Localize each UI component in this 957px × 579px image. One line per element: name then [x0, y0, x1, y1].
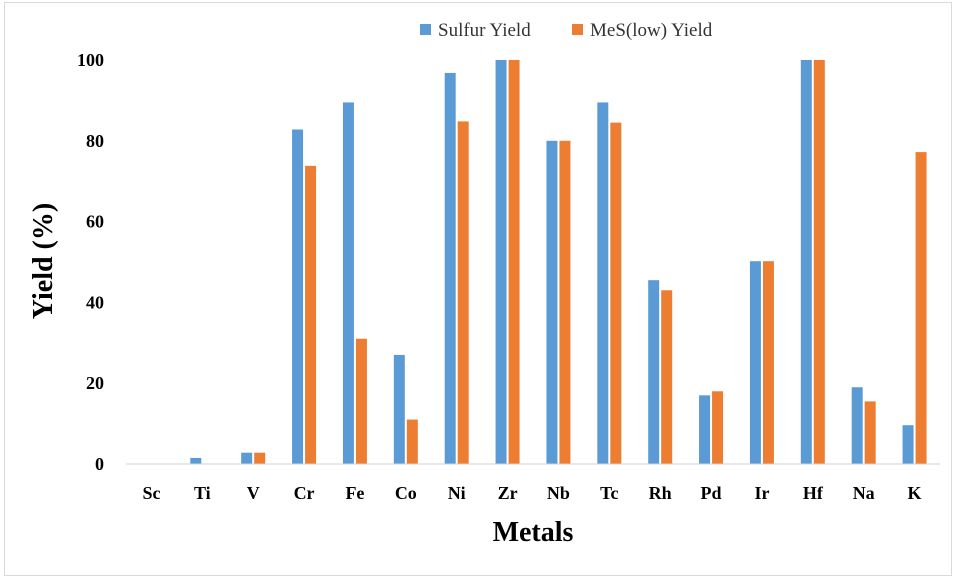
bar-sulfur-zr	[495, 60, 507, 464]
bar-sulfur-na	[851, 387, 863, 464]
y-axis-ticks: 0 20 40 60 80 100	[77, 50, 104, 474]
legend-swatch-mes	[572, 24, 583, 35]
bar-mes-ir	[762, 261, 774, 464]
bar-sulfur-hf	[800, 60, 812, 464]
y-axis-title: Yield (%)	[28, 203, 59, 319]
x-tick-label: Zr	[498, 483, 518, 503]
y-tick-label: 20	[86, 373, 104, 393]
x-tick-label: Nb	[547, 483, 570, 503]
bar-sulfur-nb	[546, 140, 558, 465]
bar-sulfur-cr	[292, 129, 304, 464]
bar-sulfur-ni	[444, 72, 456, 464]
x-tick-label: V	[247, 483, 260, 503]
x-tick-label: Rh	[649, 483, 672, 503]
y-tick-label: 100	[77, 50, 104, 70]
x-tick-label: Ti	[194, 483, 211, 503]
x-axis-title: Metals	[493, 517, 574, 548]
bar-mes-na	[864, 401, 876, 464]
bar-mes-pd	[712, 391, 724, 464]
bar-mes-rh	[661, 290, 673, 464]
legend: Sulfur Yield MeS(low) Yield	[420, 20, 713, 41]
legend-label-mes: MeS(low) Yield	[590, 20, 713, 41]
x-tick-label: Fe	[345, 483, 364, 503]
y-tick-label: 40	[86, 292, 104, 312]
bar-mes-cr	[305, 165, 317, 464]
bar-mes-v	[254, 452, 266, 464]
bar-mes-zr	[508, 60, 520, 464]
bar-mes-k	[915, 152, 927, 464]
y-tick-label: 80	[86, 131, 104, 151]
bar-sulfur-co	[393, 354, 405, 464]
bar-sulfur-v	[241, 452, 253, 464]
bar-mes-tc	[610, 122, 622, 465]
x-tick-label: Ir	[754, 483, 769, 503]
bars	[190, 60, 927, 465]
x-tick-label: K	[908, 483, 922, 503]
legend-swatch-sulfur	[420, 24, 431, 35]
x-tick-label: Na	[853, 483, 875, 503]
bar-sulfur-fe	[342, 102, 354, 465]
x-tick-label: Ni	[448, 483, 466, 503]
bar-sulfur-tc	[597, 102, 609, 465]
x-tick-label: Hf	[803, 483, 824, 503]
bar-mes-fe	[355, 338, 367, 464]
x-tick-label: Cr	[294, 483, 315, 503]
bar-mes-co	[406, 419, 418, 464]
x-tick-label: Co	[395, 483, 417, 503]
bar-sulfur-k	[902, 425, 914, 464]
x-axis-labels: Sc Ti V Cr Fe Co Ni Zr Nb Tc Rh Pd Ir Hf Na K	[142, 483, 921, 503]
x-tick-label: Pd	[701, 483, 722, 503]
bar-mes-hf	[813, 60, 825, 464]
x-tick-label: Tc	[600, 483, 618, 503]
bar-sulfur-rh	[648, 280, 660, 464]
bar-sulfur-ir	[749, 261, 761, 464]
y-tick-label: 60	[86, 212, 104, 232]
chart-frame	[4, 2, 952, 576]
bar-sulfur-ti	[190, 457, 202, 464]
bar-mes-nb	[559, 140, 571, 465]
y-tick-label: 0	[95, 454, 104, 474]
bar-mes-ni	[457, 121, 469, 465]
x-tick-label: Sc	[142, 483, 160, 503]
legend-label-sulfur: Sulfur Yield	[438, 20, 531, 41]
bar-sulfur-pd	[699, 395, 711, 464]
